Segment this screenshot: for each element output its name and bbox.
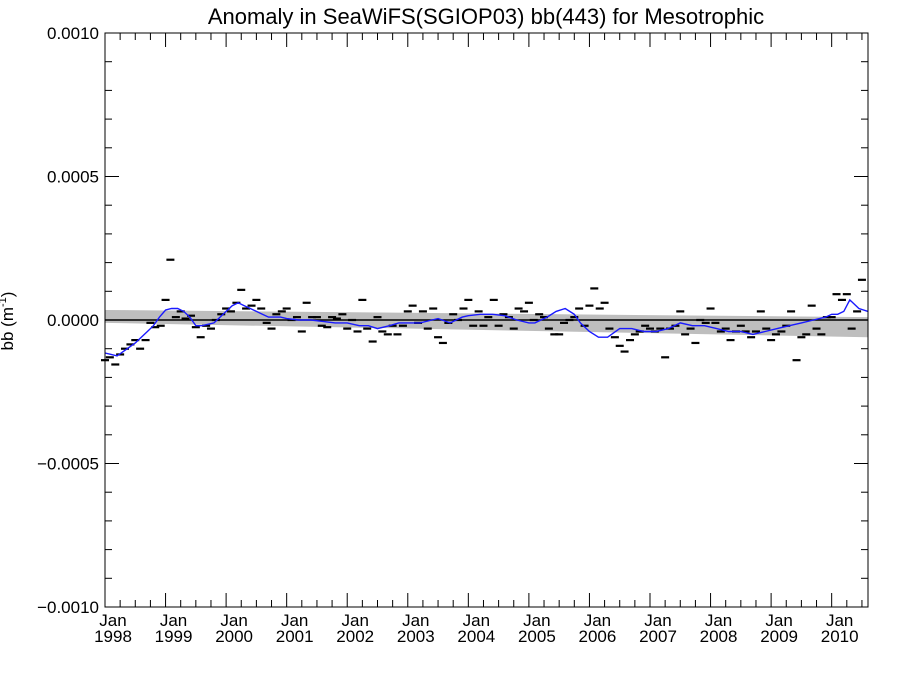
x-tick-label-year: 2003 (397, 627, 435, 646)
x-tick-label-year: 2005 (518, 627, 556, 646)
x-tick-label-year: 2007 (639, 627, 677, 646)
x-tick-label-month: Jan (220, 611, 247, 630)
x-tick-label-month: Jan (523, 611, 550, 630)
y-axis-label-close: ) (0, 292, 17, 298)
chart-title: Anomaly in SeaWiFS(SGIOP03) bb(443) for … (208, 4, 764, 29)
x-tick-label-year: 2006 (579, 627, 617, 646)
x-tick-label-year: 2002 (336, 627, 374, 646)
x-tick-label-year: 2010 (821, 627, 859, 646)
x-tick-label-year: 2009 (760, 627, 798, 646)
x-tick-label-year: 1999 (155, 627, 193, 646)
y-tick-label: 0.0000 (47, 311, 99, 330)
svg-text:bb (m-1): bb (m-1) (0, 292, 17, 351)
y-tick-label: 0.0010 (47, 24, 99, 43)
x-tick-label-month: Jan (826, 611, 853, 630)
axes-layer (104, 32, 869, 608)
x-tick-label-month: Jan (584, 611, 611, 630)
x-tick-label-month: Jan (644, 611, 671, 630)
x-tick-label-month: Jan (765, 611, 792, 630)
y-tick-label: −0.0010 (37, 598, 99, 617)
x-tick-label-year: 2008 (700, 627, 738, 646)
x-tick-label-month: Jan (402, 611, 429, 630)
y-axis-label-exponent: -1 (0, 297, 9, 307)
x-tick-label-year: 1998 (94, 627, 132, 646)
tick-label-layer: 0.00100.00050.0000−0.0005−0.0010Jan1998J… (37, 24, 859, 646)
x-tick-label-year: 2000 (215, 627, 253, 646)
x-tick-label-year: 2001 (276, 627, 314, 646)
x-tick-label-month: Jan (705, 611, 732, 630)
smoothed-series-layer (104, 298, 869, 357)
y-axis-label: bb (m-1) (0, 292, 17, 351)
y-tick-label: −0.0005 (37, 455, 99, 474)
x-tick-label-month: Jan (342, 611, 369, 630)
smoothed-series-line (104, 298, 869, 357)
y-tick-label: 0.0005 (47, 168, 99, 187)
x-tick-label-month: Jan (281, 611, 308, 630)
y-axis-label-text: bb (m (0, 307, 17, 350)
x-tick-label-year: 2004 (457, 627, 495, 646)
x-tick-label-month: Jan (99, 611, 126, 630)
x-tick-label-month: Jan (160, 611, 187, 630)
x-tick-label-month: Jan (463, 611, 490, 630)
